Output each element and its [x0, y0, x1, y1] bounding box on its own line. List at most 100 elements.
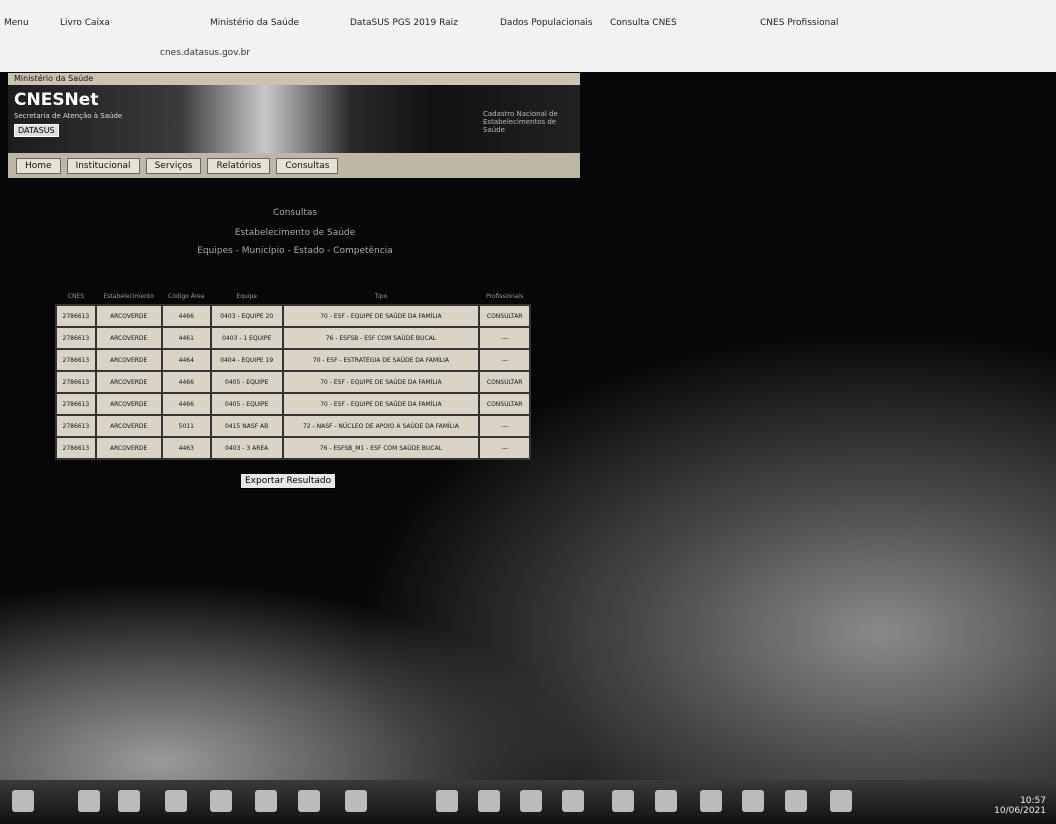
table-cell: ARCOVERDE	[96, 327, 162, 349]
table-cell: 2786613	[56, 393, 96, 415]
table-cell: 0404 - EQUIPE 19	[211, 349, 283, 371]
browser-tab[interactable]: Menu	[4, 18, 29, 28]
column-header: Profissionais	[479, 288, 530, 305]
taskbar-icon[interactable]	[436, 790, 458, 812]
table-cell: 0403 - 3 AREA	[211, 437, 283, 459]
table-cell: 76 - ESFSB_M1 - ESF COM SAÚDE BUCAL	[283, 437, 480, 459]
browser-tab[interactable]: CNES Profissional	[760, 18, 838, 28]
content-line: Equipes - Município - Estado - Competênc…	[0, 246, 590, 256]
table-cell: 0403 - 1 EQUIPE	[211, 327, 283, 349]
table-cell: ARCOVERDE	[96, 371, 162, 393]
site-subtitle: Secretaria de Atenção à Saúde	[14, 112, 122, 120]
table-cell: 2786613	[56, 415, 96, 437]
table-cell: 70 - ESF - EQUIPE DE SAÚDE DA FAMÍLIA	[283, 305, 480, 327]
table-cell: 70 - ESF - EQUIPE DE SAÚDE DA FAMÍLIA	[283, 371, 480, 393]
table-cell: 2786613	[56, 371, 96, 393]
table-cell: ARCOVERDE	[96, 305, 162, 327]
content-line: Estabelecimento de Saúde	[0, 228, 590, 238]
ministry-bar: Ministério da Saúde	[8, 73, 580, 85]
taskbar-icon[interactable]	[478, 790, 500, 812]
taskbar-icon[interactable]	[255, 790, 277, 812]
table-cell: 2786613	[56, 327, 96, 349]
taskbar-icon[interactable]	[562, 790, 584, 812]
table-cell[interactable]: ---	[479, 437, 530, 459]
content-heading: Consultas	[0, 208, 590, 218]
time: 10:57	[994, 796, 1046, 806]
table-cell: 0405 - EQUIPE	[211, 393, 283, 415]
address-bar[interactable]: cnes.datasus.gov.br	[160, 48, 250, 58]
taskbar-icon[interactable]	[12, 790, 34, 812]
taskbar-icon[interactable]	[118, 790, 140, 812]
nav-bar: Home Institucional Serviços Relatórios Consu…	[8, 153, 580, 178]
nav-item[interactable]: Home	[16, 158, 61, 174]
page: {"browser":{"tabs":["Menu","Livro Caixa"…	[0, 0, 1056, 824]
table-cell: 72 - NASF - NÚCLEO DE APOIO À SAÚDE DA F…	[283, 415, 480, 437]
browser-tab[interactable]: Consulta CNES	[610, 18, 677, 28]
table-cell: 4466	[162, 371, 211, 393]
table-cell: 70 - ESF - EQUIPE DE SAÚDE DA FAMÍLIA	[283, 393, 480, 415]
clock: 10:57 10/06/2021	[994, 796, 1046, 816]
taskbar-icon[interactable]	[210, 790, 232, 812]
column-header: Equipe	[211, 288, 283, 305]
column-header: Código Área	[162, 288, 211, 305]
table-cell: 2786613	[56, 349, 96, 371]
table-cell[interactable]: ---	[479, 415, 530, 437]
column-header: CNES	[56, 288, 96, 305]
browser-tab[interactable]: Livro Caixa	[60, 18, 110, 28]
table-cell[interactable]: CONSULTAR	[479, 393, 530, 415]
table-cell: ARCOVERDE	[96, 437, 162, 459]
table-cell: 5011	[162, 415, 211, 437]
table-cell: 2786613	[56, 437, 96, 459]
nav-item[interactable]: Consultas	[276, 158, 338, 174]
site-title: CNESNet	[14, 90, 98, 110]
logo[interactable]: DATASUS	[14, 124, 59, 137]
export-button[interactable]: Exportar Resultado	[240, 473, 336, 489]
table-cell: 2786613	[56, 305, 96, 327]
table-cell: 4464	[162, 349, 211, 371]
table-cell: 0405 - EQUIPE	[211, 371, 283, 393]
nav-item[interactable]: Institucional	[67, 158, 140, 174]
taskbar-icon[interactable]	[345, 790, 367, 812]
taskbar-icon[interactable]	[165, 790, 187, 812]
table-cell: 70 - ESF - ESTRATÉGIA DE SAÚDE DA FAMÍLI…	[283, 349, 480, 371]
table-cell: ARCOVERDE	[96, 349, 162, 371]
table-cell: 4466	[162, 393, 211, 415]
table-cell: ARCOVERDE	[96, 393, 162, 415]
banner-text: Cadastro Nacional de Estabelecimentos de…	[483, 110, 575, 134]
taskbar-icon[interactable]	[78, 790, 100, 812]
nav-item[interactable]: Serviços	[146, 158, 202, 174]
table-cell[interactable]: CONSULTAR	[479, 305, 530, 327]
table-cell[interactable]: ---	[479, 349, 530, 371]
table-cell: 4463	[162, 437, 211, 459]
table-cell[interactable]: ---	[479, 327, 530, 349]
taskbar-icon[interactable]	[830, 790, 852, 812]
taskbar-icon[interactable]	[742, 790, 764, 812]
table-cell: 76 - ESFSB - ESF COM SAÚDE BUCAL	[283, 327, 480, 349]
taskbar-icon[interactable]	[655, 790, 677, 812]
nav-item[interactable]: Relatórios	[207, 158, 270, 174]
browser-chrome	[0, 0, 1056, 72]
table-cell[interactable]: CONSULTAR	[479, 371, 530, 393]
browser-tab[interactable]: Dados Populacionais	[500, 18, 593, 28]
taskbar-icon[interactable]	[785, 790, 807, 812]
column-header: Estabelecimento	[96, 288, 162, 305]
taskbar-icon[interactable]	[520, 790, 542, 812]
table-cell: 0415 NASF AB	[211, 415, 283, 437]
date: 10/06/2021	[994, 806, 1046, 816]
taskbar-icon[interactable]	[298, 790, 320, 812]
browser-tab[interactable]: DataSUS PGS 2019 Raiz	[350, 18, 458, 28]
table-cell: 4461	[162, 327, 211, 349]
table-cell: 4466	[162, 305, 211, 327]
taskbar-icon[interactable]	[612, 790, 634, 812]
table-cell: ARCOVERDE	[96, 415, 162, 437]
taskbar-icon[interactable]	[700, 790, 722, 812]
browser-tab[interactable]: Ministério da Saúde	[210, 18, 299, 28]
column-header: Tipo	[283, 288, 480, 305]
